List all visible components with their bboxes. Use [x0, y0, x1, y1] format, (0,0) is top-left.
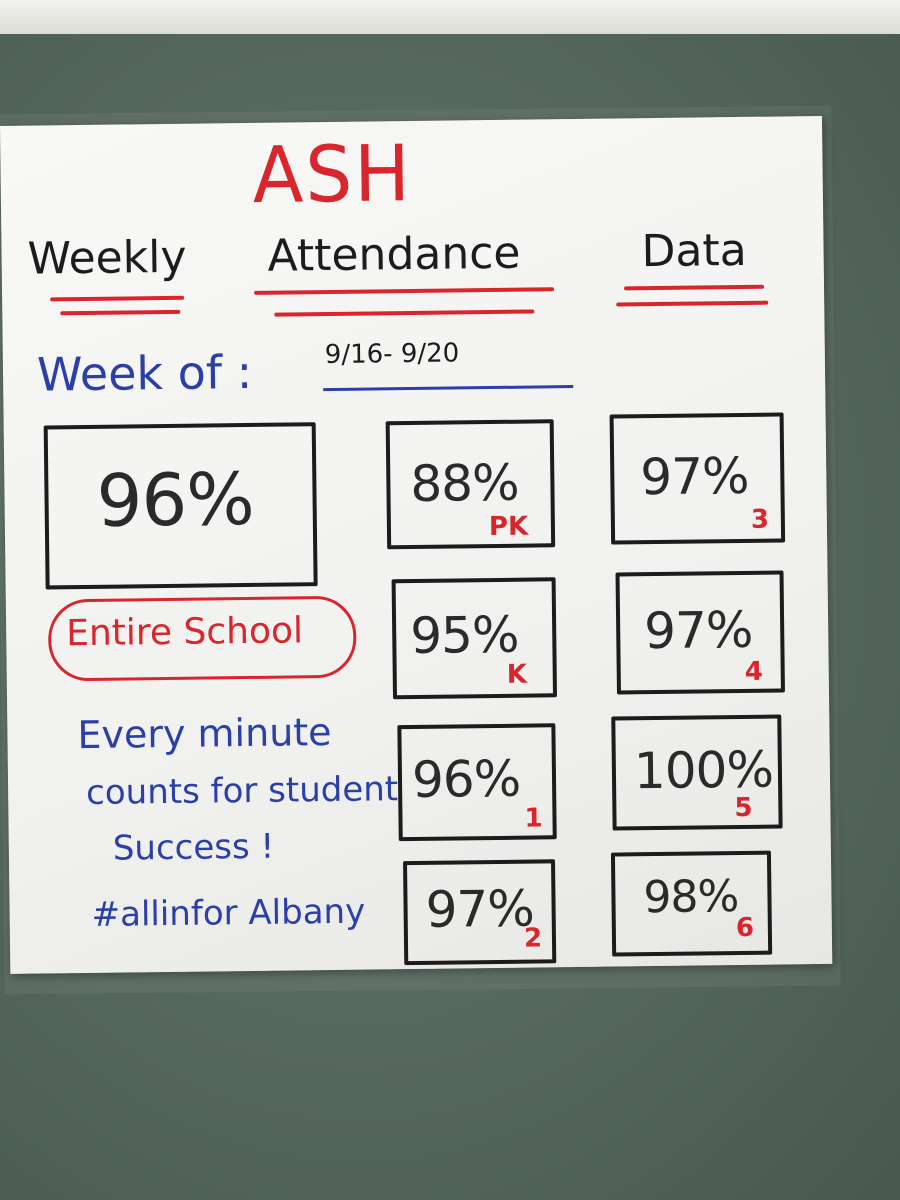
grade-percent-k: 95%	[409, 605, 519, 666]
week-range-underline	[323, 385, 574, 392]
grade-label-3: 3	[750, 504, 770, 535]
entire-school-label: Entire School	[65, 610, 304, 655]
grade-percent-5: 100%	[633, 740, 774, 801]
grade-percent-3: 97%	[639, 446, 749, 507]
ceiling-trim	[0, 0, 900, 34]
grade-label-1: 1	[524, 803, 543, 834]
week-of-label: Week of :	[36, 344, 253, 402]
underline-attendance-2	[274, 309, 535, 317]
poster-title: ASH	[252, 128, 413, 222]
grade-percent-pk: 88%	[410, 453, 519, 514]
grade-label-6: 6	[735, 912, 755, 944]
underline-data-2	[616, 300, 769, 307]
subtitle-data: Data	[641, 224, 747, 278]
grade-label-pk: PK	[488, 511, 529, 543]
subtitle-attendance: Attendance	[267, 227, 521, 282]
entire-school-percent: 96%	[96, 456, 255, 543]
motto-line-3: Success !	[112, 826, 275, 869]
grade-percent-2: 97%	[425, 879, 535, 939]
grade-percent-4: 97%	[643, 600, 753, 661]
subtitle-weekly: Weekly	[27, 231, 187, 285]
grade-label-5: 5	[734, 792, 753, 824]
grade-percent-1: 96%	[411, 749, 521, 810]
underline-data-1	[624, 284, 765, 291]
grade-label-4: 4	[744, 656, 764, 687]
motto-line-1: Every minute	[77, 709, 332, 758]
underline-attendance-1	[254, 287, 555, 295]
attendance-poster: ASH Weekly Attendance Data Week of : 9/1…	[0, 115, 833, 974]
motto-hashtag: #allinfor Albany	[91, 891, 366, 935]
grade-percent-6: 98%	[643, 871, 739, 924]
underline-weekly-2	[60, 309, 181, 316]
underline-weekly-1	[50, 295, 185, 302]
week-range: 9/16- 9/20	[324, 338, 460, 371]
grade-label-2: 2	[523, 923, 543, 954]
grade-label-k: K	[506, 659, 528, 690]
motto-line-2: counts for student	[85, 769, 399, 813]
